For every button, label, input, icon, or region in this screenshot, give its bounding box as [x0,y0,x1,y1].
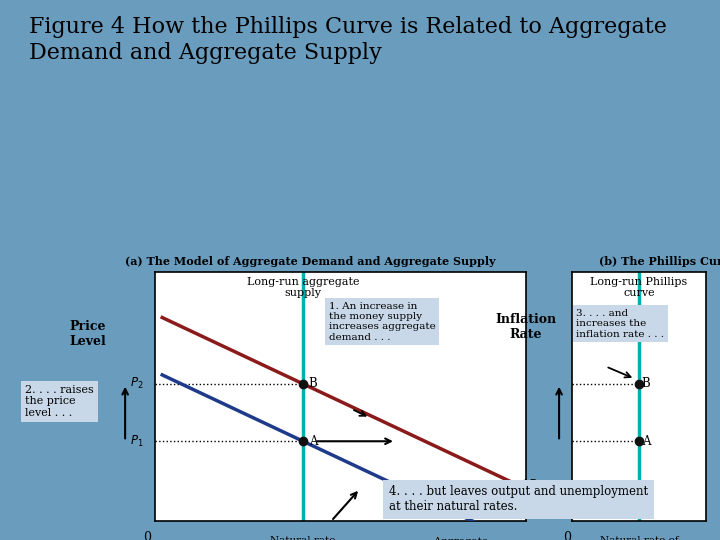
Text: 3. . . . and
increases the
inflation rate . . .: 3. . . . and increases the inflation rat… [577,309,665,339]
Text: 0: 0 [143,531,151,540]
Text: Figure 4 How the Phillips Curve is Related to Aggregate
Demand and Aggregate Sup: Figure 4 How the Phillips Curve is Relat… [29,16,667,64]
Text: Long-run aggregate
supply: Long-run aggregate supply [247,276,359,298]
Text: A: A [642,435,650,448]
Text: 0: 0 [563,531,571,540]
Text: 2. . . . raises
the price
level . . .: 2. . . . raises the price level . . . [25,384,94,418]
Text: Long-run Phillips
curve: Long-run Phillips curve [590,276,688,298]
Text: 4. . . . but leaves output and unemployment
at their natural rates.: 4. . . . but leaves output and unemploym… [389,485,648,514]
Text: Inflation
Rate: Inflation Rate [495,313,557,341]
Text: B: B [642,377,650,390]
Text: Natural rate of
unemployment: Natural rate of unemployment [600,536,678,540]
Text: $AD_2$: $AD_2$ [520,477,543,491]
Text: A: A [309,435,318,448]
Text: Natural rate
of output: Natural rate of output [271,536,336,540]
Text: Aggregate
demand, $AD_1$: Aggregate demand, $AD_1$ [433,537,503,540]
Text: (b) The Phillips Curve: (b) The Phillips Curve [599,256,720,267]
Text: Price
Level: Price Level [70,320,107,348]
Text: $P_2$: $P_2$ [130,376,144,392]
Text: B: B [309,377,318,390]
Text: 1. An increase in
the money supply
increases aggregate
demand . . .: 1. An increase in the money supply incre… [329,301,436,342]
Text: $P_1$: $P_1$ [130,434,144,449]
Text: (a) The Model of Aggregate Demand and Aggregate Supply: (a) The Model of Aggregate Demand and Ag… [125,256,496,267]
